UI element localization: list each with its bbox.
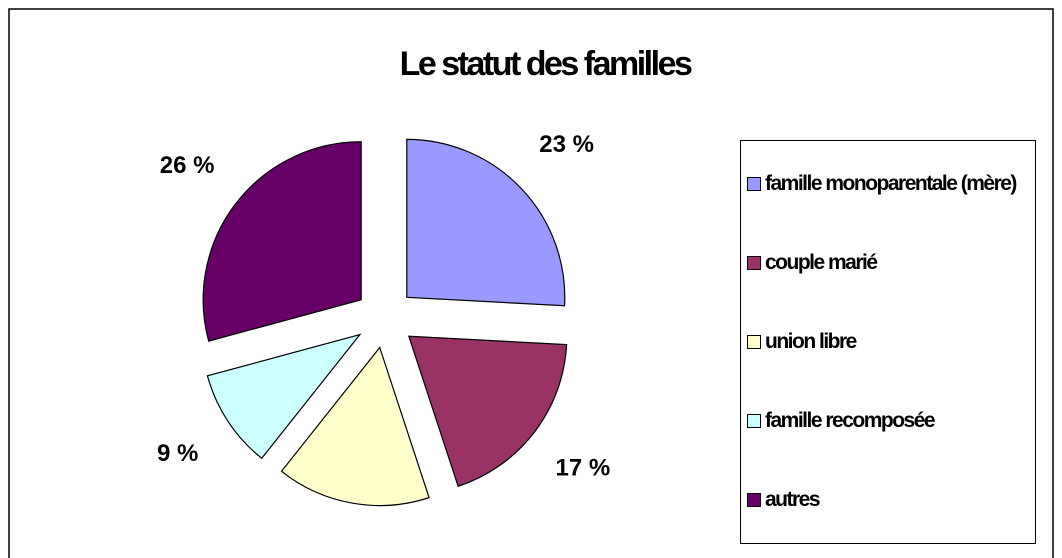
legend-label: union libre — [765, 329, 857, 353]
legend-swatch — [747, 492, 761, 507]
pie-slice — [280, 346, 430, 507]
legend-swatch — [747, 413, 761, 428]
pie-slice — [407, 335, 568, 488]
data-label: 14 % — [313, 554, 368, 558]
legend-label: famille recomposée — [765, 408, 936, 432]
data-label: 9 % — [157, 440, 198, 467]
legend-item: union libre — [747, 329, 1029, 355]
legend-label: autres — [765, 487, 821, 511]
legend-item: famille recomposée — [747, 408, 1029, 434]
data-label: 26 % — [160, 152, 215, 179]
legend-item: couple marié — [747, 250, 1029, 276]
data-label: 17 % — [556, 455, 611, 482]
legend-label: couple marié — [765, 251, 878, 275]
chart-title: Le statut des familles — [400, 45, 692, 83]
legend-item: autres — [747, 487, 1029, 513]
pie-slice — [206, 333, 362, 460]
legend-item: famille monoparentale (mère) — [747, 171, 1029, 197]
legend: famille monoparentale (mère) couple marié… — [740, 140, 1036, 544]
legend-label: famille monoparentale (mère) — [765, 172, 1017, 196]
legend-swatch — [747, 177, 761, 192]
pie-slice — [202, 141, 362, 342]
pie-slice — [406, 138, 566, 307]
legend-swatch — [747, 334, 761, 349]
data-label: 23 % — [539, 131, 594, 158]
legend-swatch — [747, 256, 761, 271]
